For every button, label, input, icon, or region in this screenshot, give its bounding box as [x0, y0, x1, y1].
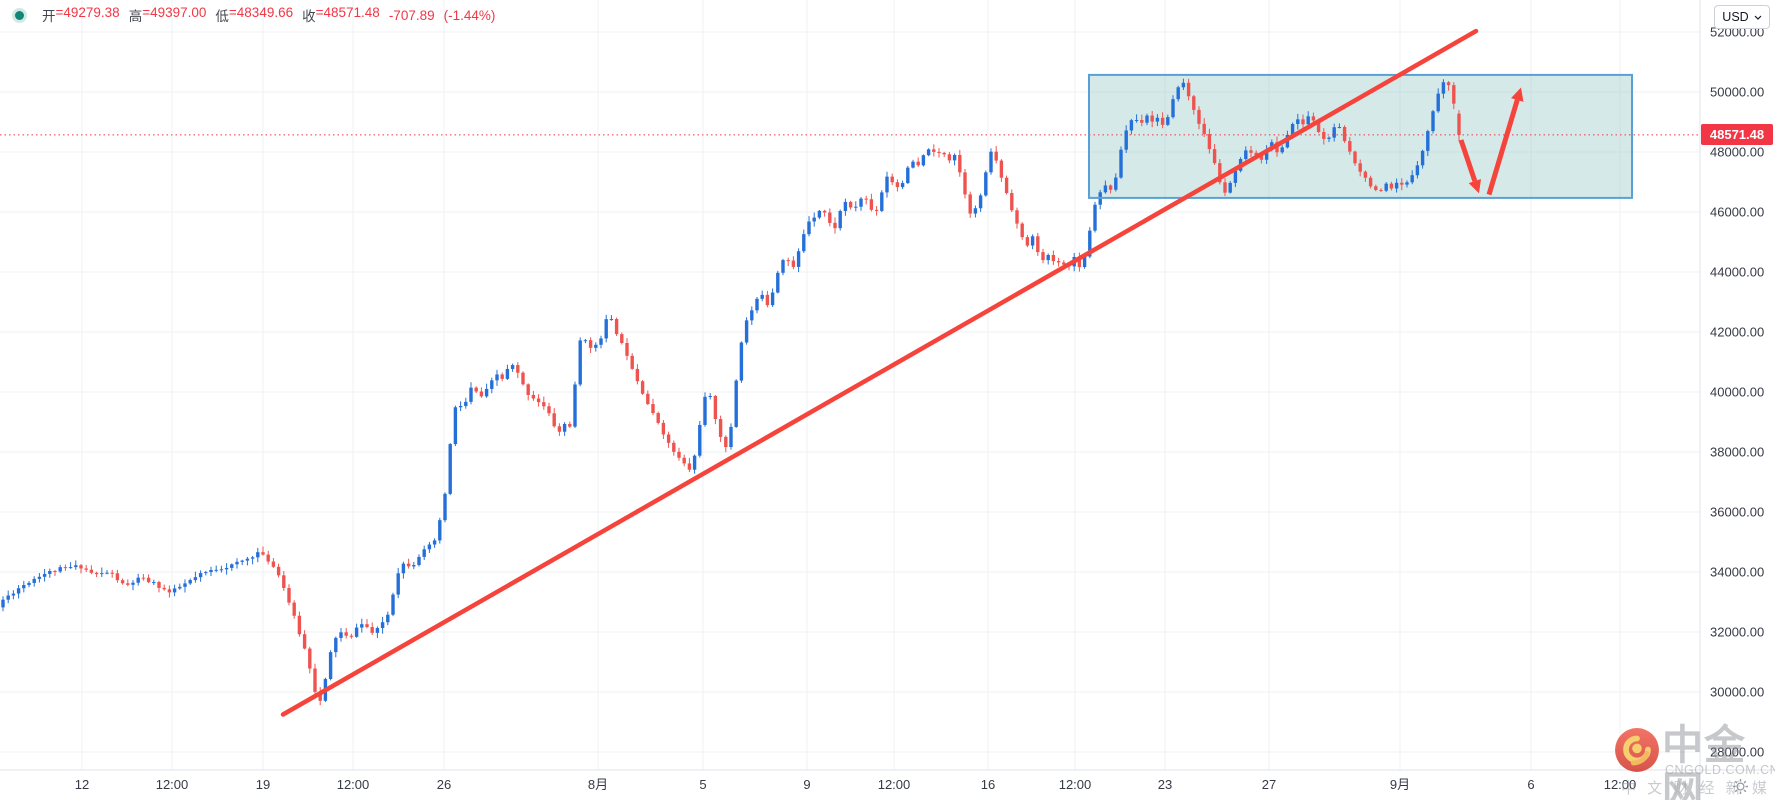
low-label: 低	[215, 9, 229, 24]
chevron-down-icon	[1754, 15, 1762, 20]
change-value: -707.89	[388, 7, 435, 23]
svg-text:30000.00: 30000.00	[1710, 685, 1764, 700]
currency-label: USD	[1722, 10, 1749, 24]
high-value: =49397.00	[142, 5, 207, 20]
svg-text:50000.00: 50000.00	[1710, 85, 1764, 100]
open-label: 开	[42, 9, 56, 24]
svg-text:38000.00: 38000.00	[1710, 445, 1764, 460]
svg-text:12:00: 12:00	[1059, 777, 1092, 792]
ohlc-open: 开 =49279.38	[42, 5, 120, 25]
svg-text:44000.00: 44000.00	[1710, 265, 1764, 280]
close-label: 收	[302, 9, 316, 24]
svg-text:48000.00: 48000.00	[1710, 145, 1764, 160]
forecast-arrow-up[interactable]	[1486, 87, 1524, 196]
svg-text:16: 16	[981, 777, 995, 792]
high-label: 高	[128, 9, 143, 24]
change-percent: (-1.44%)	[443, 7, 496, 23]
watermark-brand: 中金网	[1662, 722, 1746, 800]
svg-text:12: 12	[75, 777, 89, 792]
forecast-arrow-down[interactable]	[1458, 139, 1482, 194]
svg-text:6: 6	[1527, 777, 1534, 792]
cngold-watermark: 中金网 CNGOLD.COM.CN 中 文 财 经 新 媒 体	[1608, 722, 1775, 800]
current-price-label: 48571.48	[1701, 124, 1773, 145]
gridlines	[0, 0, 1700, 770]
highlight-box-border[interactable]	[1088, 73, 1633, 199]
svg-text:27: 27	[1262, 777, 1276, 792]
svg-text:26: 26	[437, 777, 451, 792]
svg-text:5: 5	[699, 777, 706, 792]
open-value: =49279.38	[55, 5, 120, 20]
svg-text:19: 19	[256, 777, 270, 792]
highlight-box[interactable]	[1089, 74, 1632, 198]
currency-selector-button[interactable]: USD	[1714, 5, 1770, 29]
svg-text:12:00: 12:00	[1604, 777, 1637, 792]
svg-text:28000.00: 28000.00	[1710, 745, 1764, 760]
time-axis[interactable]: 12 12:00 19 12:00 26 8月 5 9 12:00 16 12:00 23 27 9月 6 1…	[75, 777, 1637, 792]
svg-text:9: 9	[803, 777, 810, 792]
svg-text:8月: 8月	[588, 777, 608, 792]
watermark-domain: CNGOLD.COM.CN	[1665, 763, 1775, 777]
trendline[interactable]	[280, 28, 1479, 717]
svg-text:12:00: 12:00	[337, 777, 370, 792]
ohlc-high: 高 =49397.00	[129, 5, 207, 25]
ohlc-legend: 开 =49279.38 高 =49397.00 低 =48349.66 收 =48571…	[12, 5, 495, 25]
svg-text:23: 23	[1158, 777, 1172, 792]
watermark-tagline: 中 文 财 经 新 媒 体	[1621, 780, 1775, 797]
ohlc-close: 收 =48571.48	[302, 5, 380, 25]
series-marker-icon[interactable]	[12, 7, 27, 23]
svg-text:36000.00: 36000.00	[1710, 505, 1764, 520]
ohlc-low: 低 =48349.66	[215, 5, 293, 25]
svg-text:9月: 9月	[1390, 777, 1410, 792]
svg-text:12:00: 12:00	[878, 777, 911, 792]
settings-gear-icon[interactable]	[1732, 778, 1749, 795]
series-marker-dot	[15, 10, 24, 20]
cngold-logo-icon	[1615, 728, 1659, 772]
low-value: =48349.66	[228, 5, 294, 20]
svg-text:34000.00: 34000.00	[1710, 565, 1764, 580]
svg-text:46000.00: 46000.00	[1710, 205, 1764, 220]
svg-text:12:00: 12:00	[156, 777, 189, 792]
svg-text:32000.00: 32000.00	[1710, 625, 1764, 640]
svg-text:42000.00: 42000.00	[1710, 325, 1764, 340]
svg-text:40000.00: 40000.00	[1710, 385, 1764, 400]
candlestick-series	[1, 78, 1461, 706]
close-value: =48571.48	[315, 5, 380, 20]
